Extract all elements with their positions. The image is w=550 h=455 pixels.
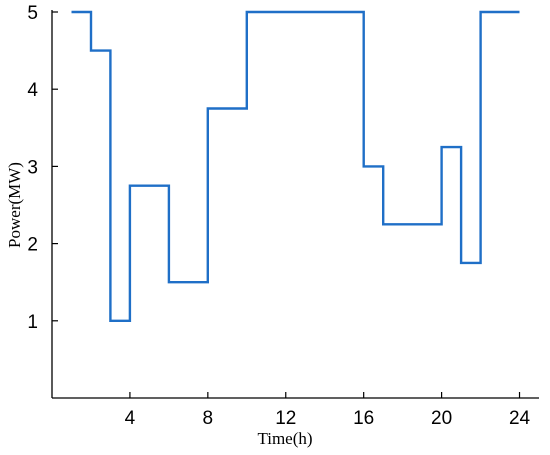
y-tick-label: 2: [27, 235, 38, 256]
x-axis-label: Time(h): [257, 429, 312, 448]
x-tick-label: 8: [203, 408, 214, 429]
series: [71, 10, 520, 322]
y-tick-label: 4: [27, 80, 38, 101]
x-tick-label: 12: [275, 408, 296, 429]
y-tick-label: 5: [27, 3, 38, 24]
axes: [51, 10, 539, 399]
y-axis-label: Power(MW): [5, 162, 24, 248]
y-tick-label: 3: [27, 157, 38, 178]
x-tick-label: 20: [431, 408, 452, 429]
power-series-line: [71, 10, 520, 322]
y-tick-label: 1: [27, 312, 38, 333]
x-tick-label: 16: [353, 408, 374, 429]
x-tick-label: 24: [509, 408, 531, 429]
x-tick-label: 4: [125, 408, 136, 429]
